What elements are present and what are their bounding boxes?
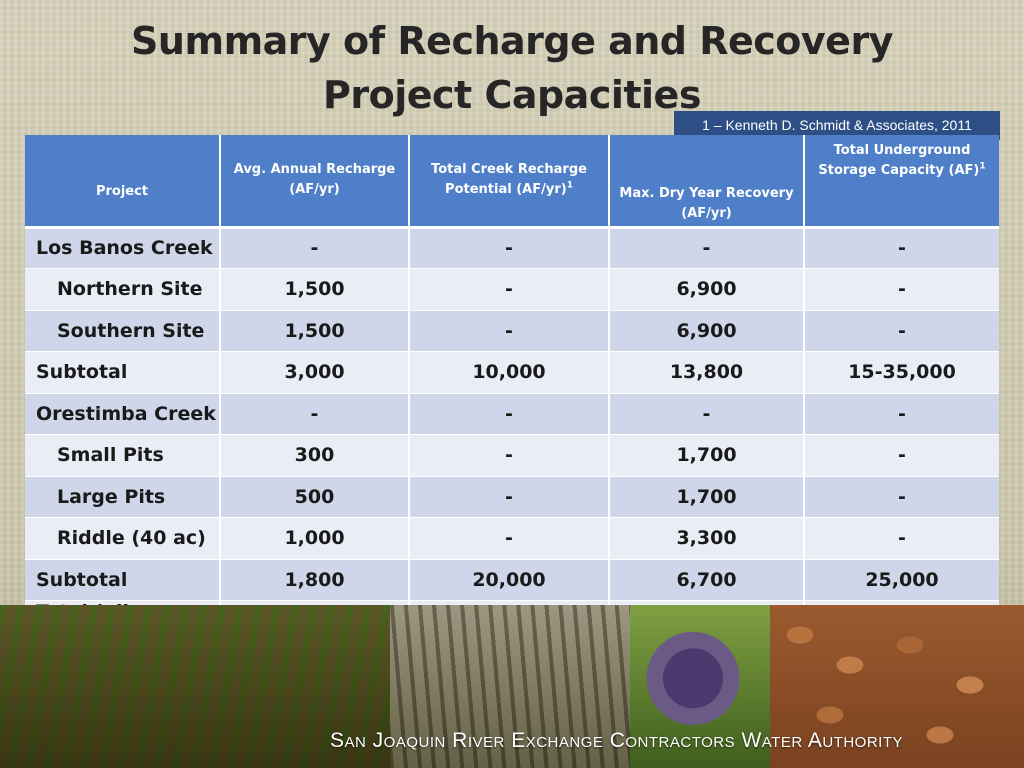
potential-cell: - <box>409 392 610 435</box>
photo-strip <box>0 605 1024 768</box>
footnote-marker: 1 <box>566 180 573 191</box>
recharge-cell: - <box>220 226 410 269</box>
project-name-cell: Riddle (40 ac) <box>25 517 221 559</box>
recharge-cell: 1,000 <box>220 517 410 559</box>
recovery-cell: 6,900 <box>609 268 805 310</box>
recharge-cell: 500 <box>220 475 410 518</box>
potential-cell: - <box>409 475 610 518</box>
recovery-cell: 3,300 <box>609 517 805 559</box>
header-total-underground-storage: Total Underground Storage Capacity (AF)1 <box>804 135 999 227</box>
table-row: Riddle (40 ac) 1,000-3,300- <box>25 517 999 559</box>
recharge-cell: 3,000 <box>220 351 410 393</box>
project-name-cell: Small Pits <box>25 434 221 476</box>
storage-cell: - <box>804 392 999 435</box>
potential-cell: - <box>409 309 610 352</box>
storage-cell: - <box>804 268 999 310</box>
recharge-cell: - <box>220 392 410 435</box>
table-row: Orestimba Creek - - - - <box>25 392 999 435</box>
tree-orchard-photo <box>390 605 630 768</box>
project-name-cell: Large Pits <box>25 475 221 518</box>
table-row: Los Banos Creek - - - - <box>25 226 999 269</box>
recovery-cell: 1,700 <box>609 475 805 518</box>
table-row: Small Pits 300-1,700- <box>25 434 999 476</box>
storage-cell: 25,000 <box>804 558 999 601</box>
almonds-photo <box>770 605 1024 768</box>
recovery-cell: 6,700 <box>609 558 805 601</box>
storage-cell: - <box>804 309 999 352</box>
capacity-table: Project Avg. Annual Recharge (AF/yr) Tot… <box>25 135 999 645</box>
table-row: Subtotal 1,800 20,000 6,700 25,000 <box>25 558 999 601</box>
header-total-creek-recharge: Total Creek Recharge Potential (AF/yr)1 <box>409 135 610 227</box>
footnote-marker: 1 <box>979 161 986 172</box>
project-name-cell: Orestimba Creek <box>25 392 221 435</box>
recovery-cell: 1,700 <box>609 434 805 476</box>
project-name-cell: Southern Site <box>25 309 221 352</box>
orchard-rows-photo <box>0 605 390 768</box>
header-project: Project <box>25 135 221 227</box>
table-row: Large Pits 500-1,700- <box>25 475 999 518</box>
project-name-cell: Subtotal <box>25 351 221 393</box>
potential-cell: 20,000 <box>409 558 610 601</box>
recharge-cell: 300 <box>220 434 410 476</box>
table-row: Southern Site 1,500-6,900- <box>25 309 999 352</box>
project-name-cell: Subtotal <box>25 558 221 601</box>
storage-cell: - <box>804 434 999 476</box>
recharge-cell: 1,800 <box>220 558 410 601</box>
table-row: Northern Site 1,500-6,900- <box>25 268 999 310</box>
potential-cell: - <box>409 517 610 559</box>
potential-cell: - <box>409 226 610 269</box>
table-body: Los Banos Creek - - - - Northern Site 1,500-6,… <box>25 226 999 645</box>
recharge-cell: 1,500 <box>220 309 410 352</box>
storage-cell: - <box>804 226 999 269</box>
potential-cell: - <box>409 268 610 310</box>
recovery-cell: 6,900 <box>609 309 805 352</box>
header-avg-annual-recharge: Avg. Annual Recharge (AF/yr) <box>220 135 410 227</box>
storage-cell: 15-35,000 <box>804 351 999 393</box>
recovery-cell: - <box>609 226 805 269</box>
storage-cell: - <box>804 517 999 559</box>
grapes-photo <box>630 605 770 768</box>
recovery-cell: - <box>609 392 805 435</box>
table-row: Subtotal 3,000 10,000 13,800 15-35,000 <box>25 351 999 393</box>
recovery-cell: 13,800 <box>609 351 805 393</box>
recharge-cell: 1,500 <box>220 268 410 310</box>
project-name-cell: Los Banos Creek <box>25 226 221 269</box>
potential-cell: - <box>409 434 610 476</box>
potential-cell: 10,000 <box>409 351 610 393</box>
organization-name: San Joaquin River Exchange Contractors W… <box>330 729 904 752</box>
storage-cell: - <box>804 475 999 518</box>
slide-title: Summary of Recharge and Recovery Project… <box>131 19 893 117</box>
table-header-row: Project Avg. Annual Recharge (AF/yr) Tot… <box>25 135 999 227</box>
project-name-cell: Northern Site <box>25 268 221 310</box>
header-max-dry-year-recovery: Max. Dry Year Recovery (AF/yr) <box>609 135 805 227</box>
